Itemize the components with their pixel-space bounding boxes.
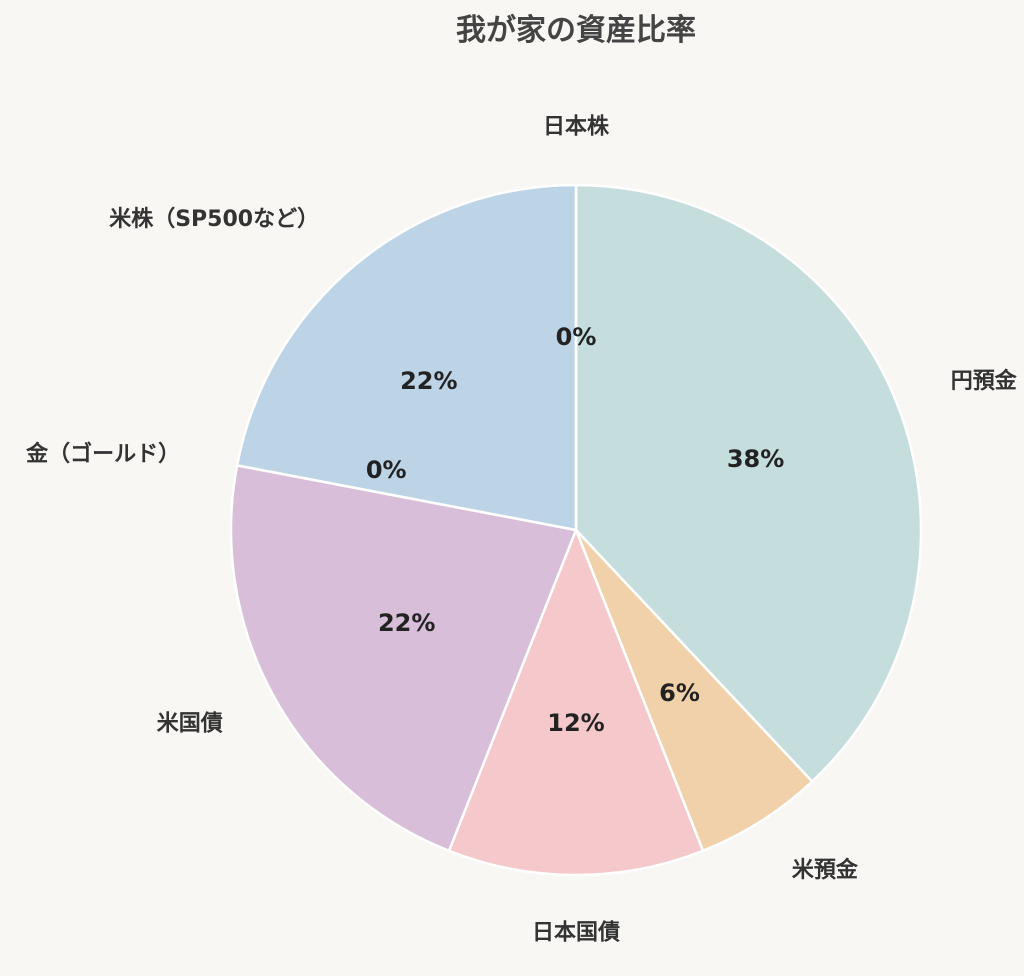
- pie-slice-6: [235, 183, 578, 532]
- category-label-7: 日本株: [543, 115, 610, 140]
- percentage-labels: 38% 6% 12% 22% 0% 22% 0%: [366, 323, 785, 737]
- category-label-3: 日本国債: [532, 921, 620, 946]
- pct-label-3: 12%: [547, 709, 604, 737]
- pct-label-2: 6%: [659, 679, 700, 707]
- pie-slice-1: [574, 183, 923, 783]
- pie-slices: [229, 183, 923, 877]
- category-label-4: 米国債: [157, 712, 223, 737]
- category-label-5: 金（ゴールド）: [25, 441, 180, 467]
- category-label-1: 円預金: [951, 368, 1018, 394]
- pct-label-5: 0%: [366, 456, 407, 484]
- pct-label-1: 38%: [727, 445, 784, 473]
- pie-slice-2: [574, 528, 814, 853]
- pct-label-6: 22%: [400, 367, 457, 395]
- chart-title: 我が家の資産比率: [456, 13, 696, 48]
- pct-label-4: 22%: [378, 609, 435, 637]
- category-label-2: 米預金: [792, 857, 859, 883]
- pct-label-7: 0%: [556, 323, 597, 351]
- category-label-6: 米株（SP500など）: [109, 207, 319, 232]
- pie-slice-3: [447, 528, 705, 877]
- pie-slice-4: [229, 464, 578, 853]
